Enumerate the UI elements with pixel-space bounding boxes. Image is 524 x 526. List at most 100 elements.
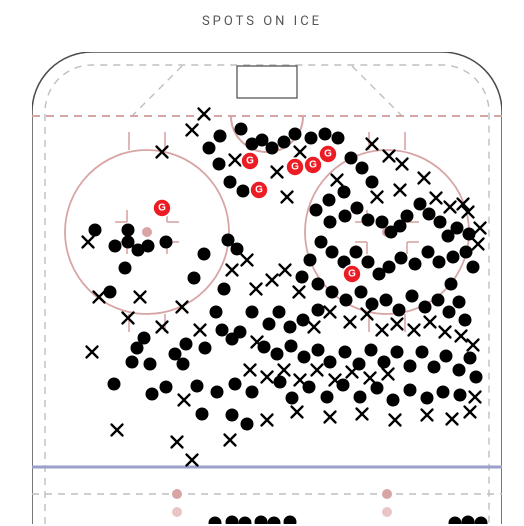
shot-marker <box>434 216 447 229</box>
shot-marker <box>371 382 384 395</box>
shot-marker <box>266 142 279 155</box>
shot-marker <box>237 185 250 198</box>
shot-marker <box>355 286 368 299</box>
shot-marker <box>258 341 271 354</box>
shot-marker <box>350 246 363 259</box>
shot-marker <box>432 294 445 307</box>
shot-marker <box>196 408 209 421</box>
shot-marker <box>144 358 157 371</box>
shot-marker <box>142 240 155 253</box>
svg-text:G: G <box>348 269 356 280</box>
shot-marker <box>356 162 369 175</box>
svg-text:G: G <box>291 162 299 173</box>
shot-marker <box>414 198 427 211</box>
shot-marker <box>278 136 291 149</box>
svg-text:G: G <box>324 149 332 160</box>
shot-marker <box>231 243 244 256</box>
shot-marker <box>108 378 121 391</box>
shot-marker <box>126 356 139 369</box>
shot-marker <box>339 210 352 223</box>
shot-marker <box>406 290 419 303</box>
shot-marker <box>404 384 417 397</box>
shot-marker <box>271 348 284 361</box>
shot-marker <box>263 318 276 331</box>
shot-marker <box>393 304 406 317</box>
shot-marker <box>203 142 216 155</box>
svg-text:G: G <box>246 156 254 167</box>
shot-marker <box>339 346 352 359</box>
shot-marker <box>378 356 391 369</box>
shot-marker <box>337 379 350 392</box>
shot-marker <box>273 306 286 319</box>
shot-marker <box>464 352 477 365</box>
shot-marker <box>419 301 432 314</box>
shot-marker <box>338 186 351 199</box>
shot-marker <box>304 254 317 267</box>
shot-marker <box>376 216 389 229</box>
shot-marker <box>214 130 227 143</box>
shot-marker <box>463 228 476 241</box>
shot-marker <box>416 346 429 359</box>
shot-marker <box>199 342 212 355</box>
shot-marker <box>447 251 460 264</box>
shot-marker <box>177 358 190 371</box>
shot-marker <box>274 376 287 389</box>
shot-marker <box>122 224 135 237</box>
shot-marker <box>319 128 332 141</box>
shot-marker <box>246 386 259 399</box>
shot-marker <box>138 332 151 345</box>
svg-text:G: G <box>255 185 263 196</box>
shot-marker <box>213 158 226 171</box>
shot-marker <box>286 392 299 405</box>
shot-marker <box>340 294 353 307</box>
shot-marker <box>380 294 393 307</box>
shot-marker <box>453 364 466 377</box>
shot-marker <box>366 176 379 189</box>
shot-marker <box>323 194 336 207</box>
shot-marker <box>312 344 325 357</box>
shot-marker <box>234 326 247 339</box>
shot-marker <box>445 278 458 291</box>
shot-marker <box>354 391 367 404</box>
shot-marker <box>235 123 248 136</box>
shot-marker <box>229 378 242 391</box>
shot-marker <box>443 306 456 319</box>
shot-marker <box>289 128 302 141</box>
shot-marker <box>470 371 483 384</box>
shot-marker <box>284 321 297 334</box>
shot-marker <box>345 152 358 165</box>
shot-marker <box>373 268 386 281</box>
shot-marker <box>324 356 337 369</box>
shot-marker <box>422 246 435 259</box>
goal-marker: G <box>319 145 337 163</box>
shot-marker <box>315 236 328 249</box>
goal-marker: G <box>250 181 268 199</box>
shot-marker <box>312 278 325 291</box>
shot-marker <box>160 381 173 394</box>
shot-marker <box>365 344 378 357</box>
shot-marker <box>404 360 417 373</box>
shot-marker <box>109 240 122 253</box>
shot-marker <box>454 389 467 402</box>
shot-marker <box>180 338 193 351</box>
shot-marker <box>305 132 318 145</box>
shot-marker <box>226 409 239 422</box>
shot-marker <box>326 286 339 299</box>
shot-marker <box>428 361 441 374</box>
shot-marker <box>453 296 466 309</box>
shot-marker <box>421 392 434 405</box>
shot-marker <box>351 202 364 215</box>
svg-text:G: G <box>158 203 166 214</box>
shot-marker <box>191 380 204 393</box>
shot-marker <box>423 208 436 221</box>
shot-marker <box>387 394 400 407</box>
shot-marker <box>119 262 132 275</box>
shot-marker <box>401 210 414 223</box>
shot-marker <box>89 224 102 237</box>
shot-marker <box>241 418 254 431</box>
shot-marker <box>296 271 309 284</box>
shot-marker <box>324 216 337 229</box>
shot-marker <box>353 358 366 371</box>
shot-marker <box>188 272 201 285</box>
shot-marker <box>211 386 224 399</box>
